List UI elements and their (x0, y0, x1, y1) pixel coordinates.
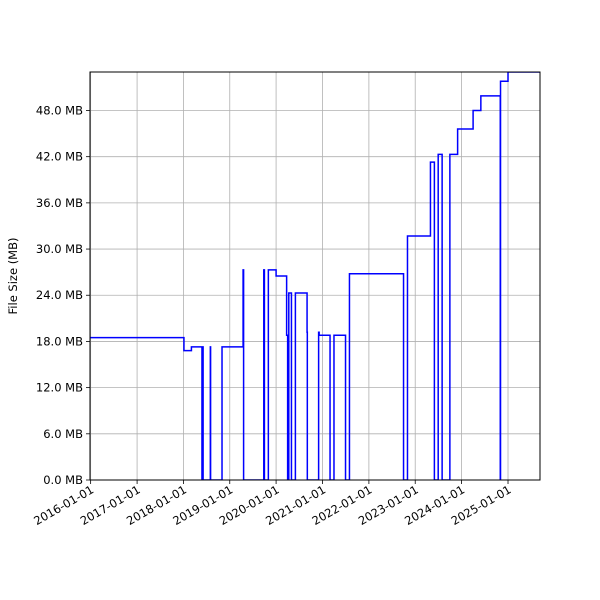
file-size-step-line (90, 72, 540, 480)
y-tick-label: 48.0 MB (36, 103, 83, 117)
y-axis-ticks: 0.0 MB 6.0 MB 12.0 MB 18.0 MB 24.0 MB 30.0 MB… (36, 103, 90, 487)
y-tick-label: 30.0 MB (36, 242, 83, 256)
y-tick-label: 18.0 MB (36, 334, 83, 348)
grid-lines (90, 72, 540, 481)
y-tick-label: 24.0 MB (36, 288, 83, 302)
y-tick-label: 6.0 MB (43, 427, 83, 441)
series-layer (90, 72, 540, 480)
y-tick-label: 12.0 MB (36, 381, 83, 395)
y-tick-label: 42.0 MB (36, 150, 83, 164)
plot-frame (89, 71, 541, 481)
y-axis-label: File Size (MB) (6, 238, 20, 315)
y-tick-label: 0.0 MB (43, 473, 83, 487)
y-tick-label: 36.0 MB (36, 196, 83, 210)
